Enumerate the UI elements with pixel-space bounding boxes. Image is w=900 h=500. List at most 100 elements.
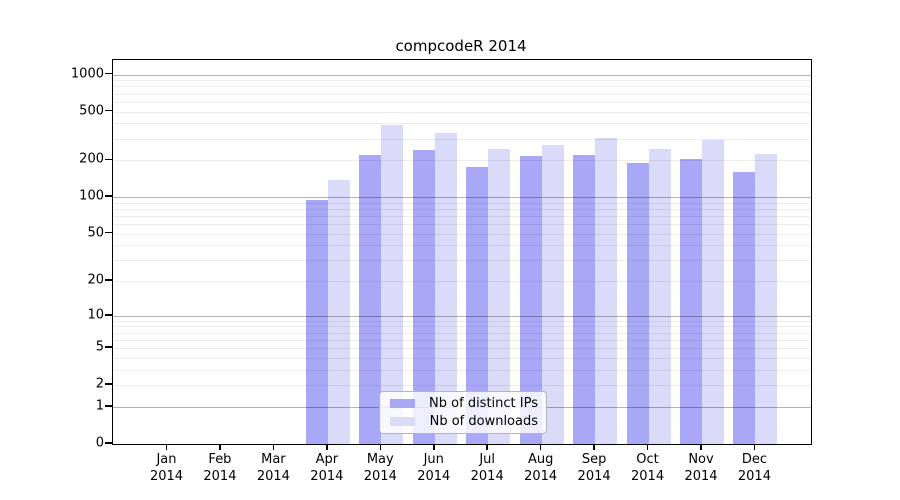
x-tick-label-may: May 2014 — [363, 452, 397, 484]
gridline-3 — [113, 369, 811, 371]
y-tick-label-500: 500 — [79, 103, 104, 119]
x-tick-mark — [326, 444, 328, 450]
gridline-50 — [113, 233, 811, 235]
x-tick-label-apr: Apr 2014 — [310, 452, 344, 484]
x-tick-mark — [700, 444, 702, 450]
y-tick-label-1: 1 — [95, 398, 104, 414]
x-tick-label-jan: Jan 2014 — [149, 452, 184, 484]
y-tick-mark — [105, 346, 112, 348]
gridline-600 — [113, 101, 811, 103]
x-tick-mark — [593, 444, 595, 450]
chart-title: compcodeR 2014 — [395, 37, 527, 55]
bar-jun-downloads — [434, 132, 457, 444]
bar-apr-ips — [305, 199, 328, 444]
bar-may-downloads — [381, 124, 404, 444]
y-tick-label-10: 10 — [87, 307, 104, 323]
gridline-700 — [113, 93, 811, 95]
legend-label-downloads: Nb of downloads — [429, 413, 538, 429]
x-tick-label-mar: Mar 2014 — [256, 452, 290, 484]
y-tick-label-5: 5 — [95, 339, 104, 355]
bar-jun-ips — [412, 149, 435, 444]
y-tick-mark — [105, 405, 112, 407]
x-tick-mark — [646, 444, 649, 450]
bar-apr-downloads — [327, 180, 350, 444]
gridline-400 — [113, 123, 811, 125]
bar-aug-downloads — [541, 145, 564, 444]
bar-sep-downloads — [595, 137, 618, 444]
x-tick-mark — [486, 444, 488, 450]
x-tick-label-feb: Feb 2014 — [203, 452, 237, 484]
gridline-800 — [113, 86, 811, 88]
x-tick-mark — [165, 444, 168, 450]
y-tick-label-100: 100 — [79, 188, 104, 204]
gridline-100 — [113, 197, 811, 199]
plot-area — [112, 59, 812, 445]
gridline-300 — [113, 138, 811, 140]
x-tick-mark — [219, 444, 221, 450]
y-tick-mark — [105, 109, 112, 112]
x-tick-label-jun: Jun 2014 — [417, 452, 451, 484]
gridline-30 — [113, 260, 811, 262]
bar-dec-downloads — [755, 153, 778, 444]
y-tick-mark — [105, 442, 112, 444]
bar-nov-ips — [680, 158, 702, 444]
y-tick-mark — [105, 383, 112, 385]
gridline-40 — [113, 245, 811, 247]
y-tick-label-50: 50 — [87, 225, 104, 241]
gridline-6 — [113, 339, 811, 341]
gridline-20 — [113, 281, 811, 283]
legend-label-distinct-ips: Nb of distinct IPs — [429, 396, 538, 412]
legend-row-downloads: Nb of downloads — [388, 413, 538, 431]
x-tick-mark — [539, 444, 542, 450]
x-tick-label-nov: Nov 2014 — [684, 452, 718, 484]
gridline-70 — [113, 216, 811, 218]
y-tick-label-0: 0 — [95, 435, 104, 451]
bar-jul-ips — [466, 167, 489, 444]
gridline-90 — [113, 202, 811, 204]
y-tick-mark — [105, 279, 112, 281]
y-tick-label-20: 20 — [87, 272, 104, 288]
y-tick-label-200: 200 — [79, 151, 104, 167]
bar-oct-downloads — [648, 148, 671, 444]
gridline-4 — [113, 357, 811, 359]
gridline-500 — [113, 111, 811, 113]
y-tick-mark — [105, 158, 112, 161]
x-tick-mark — [272, 444, 275, 450]
gridline-5 — [113, 348, 811, 350]
y-tick-label-2: 2 — [95, 376, 104, 392]
gridline-8 — [113, 326, 811, 328]
downloads-swatch-icon — [390, 416, 415, 426]
y-tick-mark — [105, 314, 112, 316]
x-tick-label-aug: Aug 2014 — [524, 452, 558, 484]
x-tick-mark — [433, 444, 435, 450]
bar-may-ips — [359, 154, 382, 444]
bar-oct-ips — [626, 163, 649, 444]
bar-nov-downloads — [702, 139, 724, 444]
gridline-60 — [113, 224, 811, 226]
distinct-ips-swatch-icon — [390, 399, 415, 409]
y-tick-label-1000: 1000 — [70, 66, 104, 81]
y-tick-mark — [105, 195, 112, 197]
x-tick-label-dec: Dec 2014 — [737, 452, 771, 484]
y-tick-mark — [105, 72, 112, 75]
gridline-9 — [113, 320, 811, 322]
gridline-7 — [113, 332, 811, 334]
x-tick-label-oct: Oct 2014 — [631, 452, 665, 484]
y-tick-mark — [105, 231, 112, 234]
x-tick-label-sep: Sep 2014 — [577, 452, 611, 484]
bar-dec-ips — [733, 172, 756, 444]
x-tick-mark — [379, 444, 382, 450]
legend: Nb of distinct IPs Nb of downloads — [379, 391, 547, 434]
gridline-80 — [113, 208, 811, 210]
x-tick-label-jul: Jul 2014 — [470, 452, 504, 484]
gridline-1000 — [113, 74, 811, 76]
gridline-10 — [113, 315, 811, 317]
bar-jul-downloads — [488, 148, 511, 444]
x-tick-mark — [753, 444, 756, 450]
bar-aug-ips — [519, 155, 542, 444]
gridline-200 — [113, 160, 811, 162]
gridline-2 — [113, 385, 811, 387]
bar-sep-ips — [573, 154, 596, 444]
legend-row-distinct-ips: Nb of distinct IPs — [388, 395, 538, 413]
